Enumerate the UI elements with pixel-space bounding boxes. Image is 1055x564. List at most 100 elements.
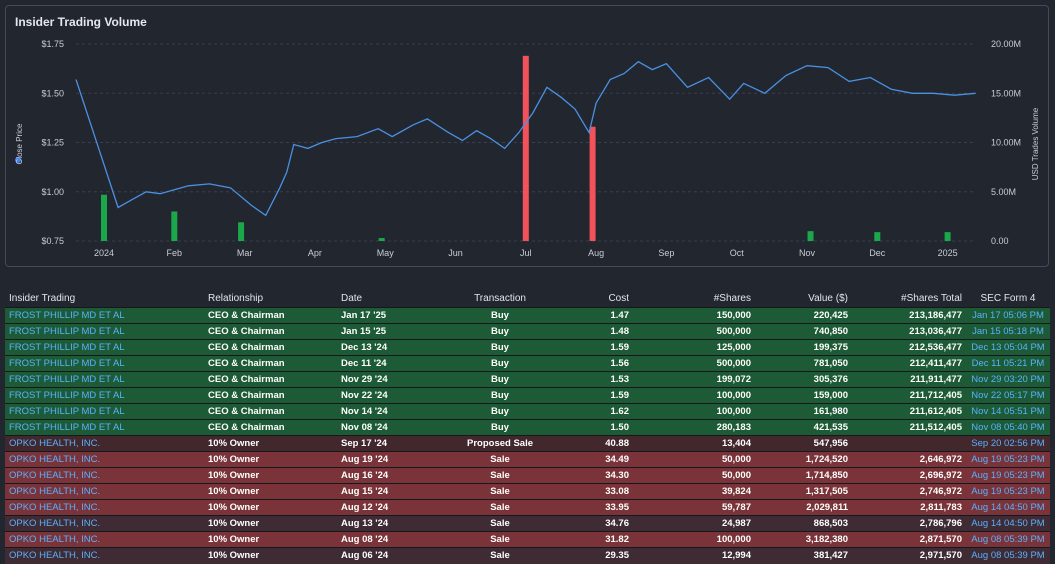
table-row[interactable]: OPKO HEALTH, INC. 10% Owner Aug 16 '24 Sale… bbox=[5, 467, 1050, 484]
header-cost[interactable]: Cost bbox=[608, 293, 629, 304]
insider-name-link[interactable]: OPKO HEALTH, INC. bbox=[5, 531, 204, 548]
table-row[interactable]: OPKO HEALTH, INC. 10% Owner Aug 08 '24 Sale… bbox=[5, 531, 1050, 548]
shares-cell: 100,000 bbox=[633, 387, 755, 404]
relationship-cell: CEO & Chairman bbox=[204, 339, 337, 356]
table-row[interactable]: FROST PHILLIP MD ET AL CEO & Chairman Dec … bbox=[5, 339, 1050, 356]
sec-form-4-link[interactable]: Jan 15 05:18 PM bbox=[966, 323, 1050, 340]
sec-form-4-link[interactable]: Dec 11 05:21 PM bbox=[966, 355, 1050, 372]
transaction-cell: Proposed Sale bbox=[440, 435, 560, 452]
value-cell: 161,980 bbox=[755, 403, 852, 420]
shares-total-cell: 2,871,570 bbox=[852, 531, 966, 548]
insider-name-link[interactable]: OPKO HEALTH, INC. bbox=[5, 451, 204, 468]
shares-total-cell: 211,712,405 bbox=[852, 387, 966, 404]
cost-cell: 34.49 bbox=[560, 451, 633, 468]
value-cell: 740,850 bbox=[755, 323, 852, 340]
table-row[interactable]: FROST PHILLIP MD ET AL CEO & Chairman Nov … bbox=[5, 387, 1050, 404]
table-row[interactable]: FROST PHILLIP MD ET AL CEO & Chairman Dec … bbox=[5, 355, 1050, 372]
insider-name-link[interactable]: FROST PHILLIP MD ET AL bbox=[5, 323, 204, 340]
date-cell: Jan 15 '25 bbox=[337, 323, 440, 340]
insider-name-link[interactable]: FROST PHILLIP MD ET AL bbox=[5, 339, 204, 356]
header-transaction[interactable]: Transaction bbox=[474, 293, 526, 304]
header-shares[interactable]: #Shares bbox=[713, 293, 751, 304]
insider-trading-chart: $1.75 $1.50 $1.25 $1.00 $0.75 20.00M 15.00M 10.… bbox=[15, 39, 1040, 258]
insider-name-link[interactable]: FROST PHILLIP MD ET AL bbox=[5, 387, 204, 404]
right-tick-label: 10.00M bbox=[991, 138, 1021, 148]
table-row[interactable]: OPKO HEALTH, INC. 10% Owner Sep 17 '24 Prop… bbox=[5, 435, 1050, 452]
value-cell: 547,956 bbox=[755, 435, 852, 452]
sec-form-4-link[interactable]: Aug 14 04:50 PM bbox=[966, 515, 1050, 532]
sec-form-4-link[interactable]: Nov 29 03:20 PM bbox=[966, 371, 1050, 388]
table-row[interactable]: OPKO HEALTH, INC. 10% Owner Aug 13 '24 Sale… bbox=[5, 515, 1050, 532]
table-row[interactable]: OPKO HEALTH, INC. 10% Owner Aug 12 '24 Sale… bbox=[5, 499, 1050, 516]
insider-name-link[interactable]: OPKO HEALTH, INC. bbox=[5, 483, 204, 500]
table-row[interactable]: FROST PHILLIP MD ET AL CEO & Chairman Jan … bbox=[5, 323, 1050, 340]
shares-cell: 24,987 bbox=[633, 515, 755, 532]
value-cell: 1,317,505 bbox=[755, 483, 852, 500]
insider-name-link[interactable]: FROST PHILLIP MD ET AL bbox=[5, 403, 204, 420]
right-tick-label: 5.00M bbox=[991, 187, 1016, 197]
header-sec-form-4[interactable]: SEC Form 4 bbox=[980, 293, 1036, 304]
shares-cell: 39,824 bbox=[633, 483, 755, 500]
table-row[interactable]: FROST PHILLIP MD ET AL CEO & Chairman Nov … bbox=[5, 419, 1050, 436]
shares-cell: 12,994 bbox=[633, 547, 755, 564]
table-body: FROST PHILLIP MD ET AL CEO & Chairman Jan … bbox=[5, 307, 1050, 564]
sale-volume-bar bbox=[589, 126, 596, 241]
left-tick-label: $1.75 bbox=[41, 39, 64, 49]
cost-cell: 1.59 bbox=[560, 387, 633, 404]
table-row[interactable]: OPKO HEALTH, INC. 10% Owner Aug 15 '24 Sale… bbox=[5, 483, 1050, 500]
table-row[interactable]: FROST PHILLIP MD ET AL CEO & Chairman Nov … bbox=[5, 371, 1050, 388]
date-cell: Aug 06 '24 bbox=[337, 547, 440, 564]
shares-cell: 125,000 bbox=[633, 339, 755, 356]
header-relationship[interactable]: Relationship bbox=[208, 293, 264, 304]
header-insider-trading[interactable]: Insider Trading bbox=[9, 293, 76, 304]
insider-name-link[interactable]: FROST PHILLIP MD ET AL bbox=[5, 371, 204, 388]
x-tick-label: Apr bbox=[308, 248, 322, 258]
sec-form-4-link[interactable]: Nov 14 05:51 PM bbox=[966, 403, 1050, 420]
insider-name-link[interactable]: OPKO HEALTH, INC. bbox=[5, 467, 204, 484]
relationship-cell: 10% Owner bbox=[204, 547, 337, 564]
header-shares-total[interactable]: #Shares Total bbox=[901, 293, 962, 304]
sec-form-4-link[interactable]: Jan 17 05:06 PM bbox=[966, 307, 1050, 324]
x-tick-label: 2024 bbox=[94, 248, 114, 258]
sec-form-4-link[interactable]: Aug 08 05:39 PM bbox=[966, 531, 1050, 548]
shares-total-cell: 211,512,405 bbox=[852, 419, 966, 436]
table-row[interactable]: OPKO HEALTH, INC. 10% Owner Aug 19 '24 Sale… bbox=[5, 451, 1050, 468]
date-cell: Aug 16 '24 bbox=[337, 467, 440, 484]
left-tick-label: $1.25 bbox=[41, 138, 64, 148]
shares-total-cell: 211,612,405 bbox=[852, 403, 966, 420]
value-cell: 305,376 bbox=[755, 371, 852, 388]
cost-cell: 34.30 bbox=[560, 467, 633, 484]
shares-total-cell: 211,911,477 bbox=[852, 371, 966, 388]
sec-form-4-link[interactable]: Sep 20 02:56 PM bbox=[966, 435, 1050, 452]
cost-cell: 34.76 bbox=[560, 515, 633, 532]
sec-form-4-link[interactable]: Nov 22 05:17 PM bbox=[966, 387, 1050, 404]
table-row[interactable]: OPKO HEALTH, INC. 10% Owner Aug 06 '24 Sale… bbox=[5, 547, 1050, 564]
header-date[interactable]: Date bbox=[341, 293, 363, 304]
insider-name-link[interactable]: FROST PHILLIP MD ET AL bbox=[5, 419, 204, 436]
shares-cell: 280,183 bbox=[633, 419, 755, 436]
shares-cell: 50,000 bbox=[633, 467, 755, 484]
value-cell: 3,182,380 bbox=[755, 531, 852, 548]
relationship-cell: CEO & Chairman bbox=[204, 355, 337, 372]
shares-total-cell bbox=[852, 435, 966, 452]
x-tick-label: May bbox=[377, 248, 395, 258]
sec-form-4-link[interactable]: Dec 13 05:04 PM bbox=[966, 339, 1050, 356]
table-row[interactable]: FROST PHILLIP MD ET AL CEO & Chairman Jan … bbox=[5, 307, 1050, 324]
date-cell: Dec 11 '24 bbox=[337, 355, 440, 372]
insider-name-link[interactable]: OPKO HEALTH, INC. bbox=[5, 435, 204, 452]
table-row[interactable]: FROST PHILLIP MD ET AL CEO & Chairman Nov … bbox=[5, 403, 1050, 420]
sec-form-4-link[interactable]: Aug 19 05:23 PM bbox=[966, 483, 1050, 500]
insider-name-link[interactable]: OPKO HEALTH, INC. bbox=[5, 515, 204, 532]
sec-form-4-link[interactable]: Aug 19 05:23 PM bbox=[966, 467, 1050, 484]
header-value[interactable]: Value ($) bbox=[808, 293, 848, 304]
date-cell: Nov 08 '24 bbox=[337, 419, 440, 436]
insider-name-link[interactable]: OPKO HEALTH, INC. bbox=[5, 499, 204, 516]
shares-cell: 500,000 bbox=[633, 355, 755, 372]
insider-name-link[interactable]: FROST PHILLIP MD ET AL bbox=[5, 355, 204, 372]
sec-form-4-link[interactable]: Aug 14 04:50 PM bbox=[966, 499, 1050, 516]
insider-name-link[interactable]: FROST PHILLIP MD ET AL bbox=[5, 307, 204, 324]
sec-form-4-link[interactable]: Aug 08 05:39 PM bbox=[966, 547, 1050, 564]
sec-form-4-link[interactable]: Aug 19 05:23 PM bbox=[966, 451, 1050, 468]
sec-form-4-link[interactable]: Nov 08 05:40 PM bbox=[966, 419, 1050, 436]
insider-name-link[interactable]: OPKO HEALTH, INC. bbox=[5, 547, 204, 564]
